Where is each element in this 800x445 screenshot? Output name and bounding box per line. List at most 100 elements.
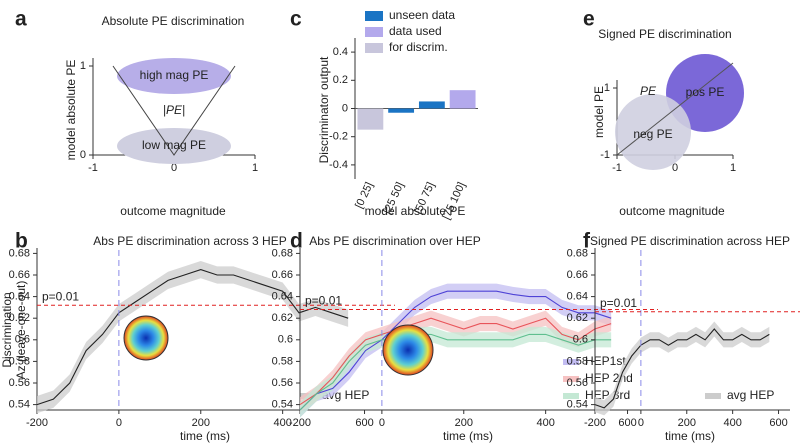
threshold-label: p=0.01	[305, 294, 342, 308]
ellipse-high	[117, 58, 231, 94]
y-tick-label: 0.58	[567, 355, 588, 367]
legend-swatch	[705, 393, 721, 399]
x-tick-label: 600	[618, 417, 636, 429]
circle-neg	[615, 94, 691, 170]
x-axis-label: outcome magnitude	[619, 204, 725, 218]
y-tick-label: 0	[80, 149, 86, 161]
y-tick-label: 0.56	[272, 377, 293, 389]
y-tick-label: 0.54	[567, 399, 588, 411]
y-tick-label: 1	[80, 60, 86, 72]
error-band	[37, 260, 349, 414]
x-tick-label: 600	[769, 417, 787, 429]
y-tick-label: 0.4	[333, 46, 348, 58]
x-axis-label: time (ms)	[443, 429, 493, 443]
x-tick-label: 200	[192, 417, 210, 429]
bar	[357, 108, 384, 130]
x-tick-label: 0	[672, 162, 678, 174]
panel-title: Signed PE discrimination	[598, 27, 731, 41]
y-tick-label: 0.6	[278, 334, 293, 346]
x-axis-label: time (ms)	[180, 429, 230, 443]
topomap	[382, 324, 434, 376]
x-axis-label: model absolute PE	[365, 204, 466, 218]
series-line	[299, 333, 612, 411]
panel-letter: e	[583, 8, 595, 31]
y-tick-label: 0.64	[272, 291, 293, 303]
legend-label: unseen data	[389, 8, 455, 22]
panel-letter: d	[290, 230, 303, 253]
bar	[418, 101, 445, 109]
y-axis-label: Discriminator output	[317, 56, 331, 163]
panel-letter: a	[15, 8, 27, 31]
legend-swatch	[563, 359, 579, 365]
y-tick-label: -1	[600, 149, 610, 161]
legend-swatch	[365, 11, 383, 21]
x-axis-label: time (ms)	[665, 429, 715, 443]
y-tick-label: 0.56	[567, 377, 588, 389]
panel-letter: c	[290, 8, 302, 31]
topomap	[123, 315, 169, 361]
y-axis-label: model absolute PE	[64, 60, 78, 161]
panel-title: Abs PE discrimination across 3 HEP	[93, 234, 286, 248]
legend-swatch	[563, 393, 579, 399]
panel-title: Abs PE discrimination over HEP	[309, 234, 480, 248]
x-axis-label: outcome magnitude	[120, 204, 226, 218]
y-tick-label: 0.68	[272, 247, 293, 259]
y-tick-label: 0.62	[9, 312, 30, 324]
y-tick-label: 0.64	[567, 291, 588, 303]
legend-swatch	[365, 43, 383, 53]
y-tick-label: 0.2	[333, 74, 348, 86]
shape-label: high mag PE	[140, 68, 209, 82]
y-axis-label: Az (leave-one-out)	[14, 281, 28, 380]
x-tick-label: -1	[88, 162, 98, 174]
panel-title: Signed PE discrimination across HEP	[590, 234, 790, 248]
error-band	[300, 326, 612, 418]
legend-label: data used	[389, 24, 442, 38]
x-tick-label: 1	[252, 162, 258, 174]
x-tick-label: 0	[116, 417, 122, 429]
legend-swatch	[563, 376, 579, 382]
y-tick-label: 0.6	[15, 334, 30, 346]
ellipse-low	[117, 128, 231, 164]
y-axis-label: Discrimination	[0, 292, 14, 367]
y-tick-label: 0.6	[573, 334, 588, 346]
panel-letter: f	[583, 230, 591, 253]
shape-label: low mag PE	[142, 138, 206, 152]
y-tick-label: 0.62	[272, 312, 293, 324]
x-tick-label: 400	[273, 417, 291, 429]
y-tick-label: 0.66	[567, 269, 588, 281]
y-axis-label: model PE	[592, 86, 606, 138]
bar	[449, 90, 476, 109]
bar	[388, 108, 415, 113]
y-tick-label: 0.66	[272, 269, 293, 281]
shape-label: pos PE	[686, 85, 725, 99]
y-tick-label: 0.58	[272, 355, 293, 367]
threshold-label: p=0.01	[600, 296, 637, 310]
series-line	[594, 328, 770, 409]
panel-title: Absolute PE discrimination	[102, 14, 245, 28]
v-line	[112, 65, 236, 156]
y-tick-label: 1	[604, 82, 610, 94]
y-tick-label: 0	[342, 102, 348, 114]
x-tick-label: 1	[730, 162, 736, 174]
x-tick-label: 200	[455, 417, 473, 429]
y-tick-label: 0.56	[9, 377, 30, 389]
series-line	[299, 317, 612, 406]
diagonal	[616, 62, 734, 156]
x-tick-label: 400	[723, 417, 741, 429]
threshold-label: p=0.01	[42, 289, 79, 303]
series-line	[299, 290, 612, 411]
y-tick-label: 0.58	[9, 355, 30, 367]
x-tick-label: -200	[26, 417, 48, 429]
series-line	[36, 269, 349, 406]
y-tick-label: 0.62	[567, 312, 588, 324]
x-tick-label: -200	[584, 417, 606, 429]
panel-letter: b	[15, 230, 28, 253]
legend-label: for discrim.	[389, 40, 448, 54]
legend-label: avg HEP	[727, 388, 774, 402]
y-tick-label: 0.54	[272, 399, 293, 411]
y-tick-label: 0.68	[9, 247, 30, 259]
y-tick-label: 0.54	[9, 399, 30, 411]
shape-label: neg PE	[633, 127, 672, 141]
x-tick-label: -200	[289, 417, 311, 429]
